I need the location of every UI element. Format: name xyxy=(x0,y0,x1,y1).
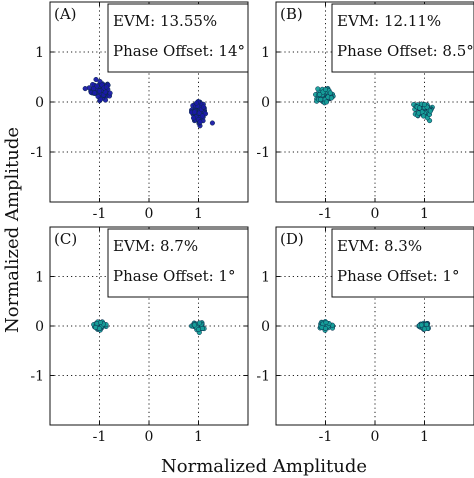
scatter-point xyxy=(322,325,329,332)
x-tick-label: 1 xyxy=(420,429,429,445)
scatter-series xyxy=(82,76,113,104)
scatter-point xyxy=(209,120,215,126)
scatter-point xyxy=(197,119,203,125)
scatter-series xyxy=(411,101,435,124)
phase-offset-annotation: Phase Offset: 8.5° xyxy=(337,42,474,60)
scatter-point xyxy=(416,110,422,116)
phase-offset-annotation: Phase Offset: 1° xyxy=(337,267,459,285)
y-tick-label: 0 xyxy=(35,95,44,111)
panel-label: (C) xyxy=(54,230,77,248)
annotation-box xyxy=(107,228,249,298)
annotation-box xyxy=(107,3,249,73)
scatter-point xyxy=(416,105,423,111)
panel: -1 0 1 -1 0 1 (B) EVM: 12.11% Phase Offset: 8.5° xyxy=(256,1,474,222)
scatter-point xyxy=(196,320,203,326)
scatter-point xyxy=(190,115,197,121)
scatter-point xyxy=(318,96,324,103)
phase-offset-annotation: Phase Offset: 1° xyxy=(113,267,235,285)
scatter-point xyxy=(195,326,202,333)
scatter-point xyxy=(107,90,113,96)
x-tick-label: 0 xyxy=(145,206,154,222)
x-tick-label: -1 xyxy=(319,429,333,445)
panel-label: (D) xyxy=(280,230,304,248)
y-axis-title: Normalized Amplitude xyxy=(2,127,23,333)
evm-annotation: EVM: 8.3% xyxy=(337,237,422,255)
scatter-point xyxy=(97,96,104,103)
x-tick-label: 1 xyxy=(420,206,429,222)
annotation-box xyxy=(331,3,474,73)
scatter-point xyxy=(421,326,428,332)
y-tick-label: 1 xyxy=(35,270,44,286)
y-tick-label: 1 xyxy=(35,45,44,61)
phase-offset-annotation: Phase Offset: 14° xyxy=(113,42,245,60)
scatter-point xyxy=(96,325,103,332)
x-axis-title: Normalized Amplitude xyxy=(161,456,367,477)
x-tick-label: -1 xyxy=(319,206,333,222)
x-tick-label: 0 xyxy=(371,429,380,445)
x-tick-label: 0 xyxy=(145,429,154,445)
scatter-point xyxy=(427,108,433,114)
panel: -1 0 1 -1 0 1 (A) EVM: 13.55% Phase Offset: 14° xyxy=(30,1,249,222)
scatter-point xyxy=(91,90,98,96)
y-tick-label: -1 xyxy=(30,369,44,385)
scatter-series xyxy=(416,320,431,332)
annotation-box xyxy=(331,228,474,298)
scatter-point xyxy=(317,91,323,98)
scatter-point xyxy=(96,88,103,94)
y-tick-label: -1 xyxy=(256,369,270,385)
y-tick-label: 0 xyxy=(261,319,270,335)
scatter-point xyxy=(420,113,427,119)
scatter-point xyxy=(103,84,109,90)
scatter-point xyxy=(93,76,99,83)
y-tick-label: -1 xyxy=(256,145,270,161)
panel: -1 0 1 -1 0 1 (D) EVM: 8.3% Phase Offset: 1° xyxy=(256,226,474,445)
panel: -1 0 1 -1 0 1 (C) EVM: 8.7% Phase Offset: 1° xyxy=(30,226,249,445)
scatter-series xyxy=(189,99,215,129)
y-tick-label: 0 xyxy=(261,95,270,111)
scatter-point xyxy=(82,86,88,92)
y-tick-label: 1 xyxy=(261,45,270,61)
scatter-series xyxy=(317,319,336,333)
scatter-point xyxy=(421,101,428,108)
scatter-point xyxy=(199,113,206,119)
x-tick-label: -1 xyxy=(93,206,107,222)
scatter-point xyxy=(322,86,329,93)
scatter-point xyxy=(327,90,333,96)
scatter-point xyxy=(418,322,425,328)
y-tick-label: 0 xyxy=(35,319,44,335)
panel-label: (B) xyxy=(280,5,303,23)
scatter-point xyxy=(323,99,330,105)
scatter-point xyxy=(193,100,200,106)
x-tick-label: -1 xyxy=(93,429,107,445)
panels: -1 0 1-101(A) EVM: 13.55%Phase Offset: 14°-… xyxy=(30,1,474,445)
scatter-point xyxy=(90,81,96,88)
scatter-point xyxy=(200,104,207,110)
evm-annotation: EVM: 13.55% xyxy=(113,12,217,30)
scatter-point xyxy=(191,109,198,115)
y-tick-label: 1 xyxy=(261,270,270,286)
scatter-point xyxy=(328,95,334,101)
scatter-series xyxy=(91,319,109,333)
scatter-series xyxy=(313,85,336,106)
scatter-point xyxy=(191,322,198,328)
x-tick-label: 0 xyxy=(371,206,380,222)
scatter-point xyxy=(315,86,321,92)
scatter-point xyxy=(323,319,329,326)
evm-annotation: EVM: 8.7% xyxy=(113,237,198,255)
scatter-point xyxy=(94,83,100,89)
x-tick-label: 1 xyxy=(194,429,203,445)
x-tick-label: 1 xyxy=(194,206,203,222)
y-tick-label: -1 xyxy=(30,145,44,161)
scatter-series xyxy=(188,320,207,336)
scatter-point xyxy=(97,319,104,326)
panel-label: (A) xyxy=(54,5,77,23)
evm-annotation: EVM: 12.11% xyxy=(337,12,441,30)
